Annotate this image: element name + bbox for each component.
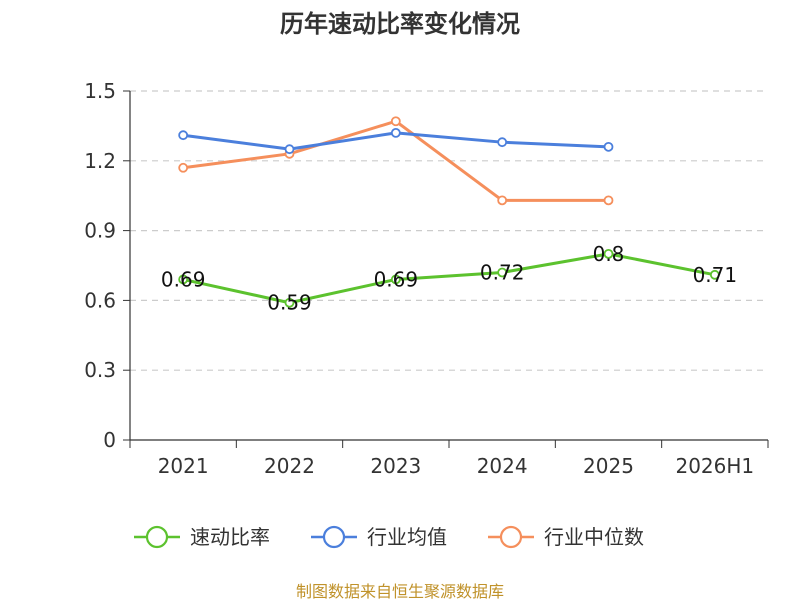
data-labels: 0.69 0.59 0.69 0.72 0.8 0.71 (161, 242, 737, 315)
legend-label: 行业中位数 (544, 525, 644, 549)
data-label: 0.72 (480, 260, 525, 284)
x-tick-label: 2024 (477, 454, 528, 478)
x-tick-label: 2023 (370, 454, 421, 478)
data-point (497, 137, 508, 148)
data-point (178, 274, 189, 285)
data-point (284, 144, 295, 155)
legend-label: 速动比率 (190, 525, 270, 549)
data-label: 0.59 (267, 291, 312, 315)
y-tick-label: 0.3 (84, 358, 116, 382)
x-tick-label: 2025 (583, 454, 634, 478)
y-tick-label: 0.6 (84, 288, 116, 312)
data-point (603, 195, 614, 206)
data-label: 0.69 (374, 267, 419, 291)
chart-title: 历年速动比率变化情况 (280, 10, 520, 38)
data-label: 0.69 (161, 267, 206, 291)
series-line-0 (182, 252, 716, 305)
data-point (390, 274, 401, 285)
data-point (178, 130, 189, 141)
y-tick-label: 0 (103, 428, 116, 452)
series-lines (178, 116, 720, 308)
data-point (603, 248, 614, 259)
axes: 0 0.3 0.6 0.9 1.2 1.5 2021 2022 2023 2024 2025 2026… (84, 79, 769, 478)
x-tick-label: 2026H1 (675, 454, 754, 478)
y-tick-label: 1.2 (84, 149, 116, 173)
y-tick-label: 1.5 (84, 79, 116, 103)
source-note: 制图数据来自恒生聚源数据库 (295, 582, 504, 601)
data-point (497, 267, 508, 278)
data-label: 0.71 (693, 263, 738, 287)
data-point (603, 141, 614, 152)
data-point (284, 297, 295, 308)
data-label: 0.8 (593, 242, 625, 266)
data-point (497, 195, 508, 206)
legend-marker (145, 525, 169, 549)
data-point (178, 162, 189, 173)
legend-marker (499, 525, 523, 549)
data-point (709, 269, 720, 280)
legend: 速动比率 行业均值 行业中位数 (134, 525, 644, 549)
x-tick-label: 2021 (158, 454, 209, 478)
legend-label: 行业均值 (367, 525, 447, 549)
x-tick-label: 2022 (264, 454, 315, 478)
data-point (390, 116, 401, 127)
y-tick-label: 0.9 (84, 219, 116, 243)
data-point (390, 127, 401, 138)
grid-lines (130, 90, 768, 371)
legend-marker (322, 525, 346, 549)
